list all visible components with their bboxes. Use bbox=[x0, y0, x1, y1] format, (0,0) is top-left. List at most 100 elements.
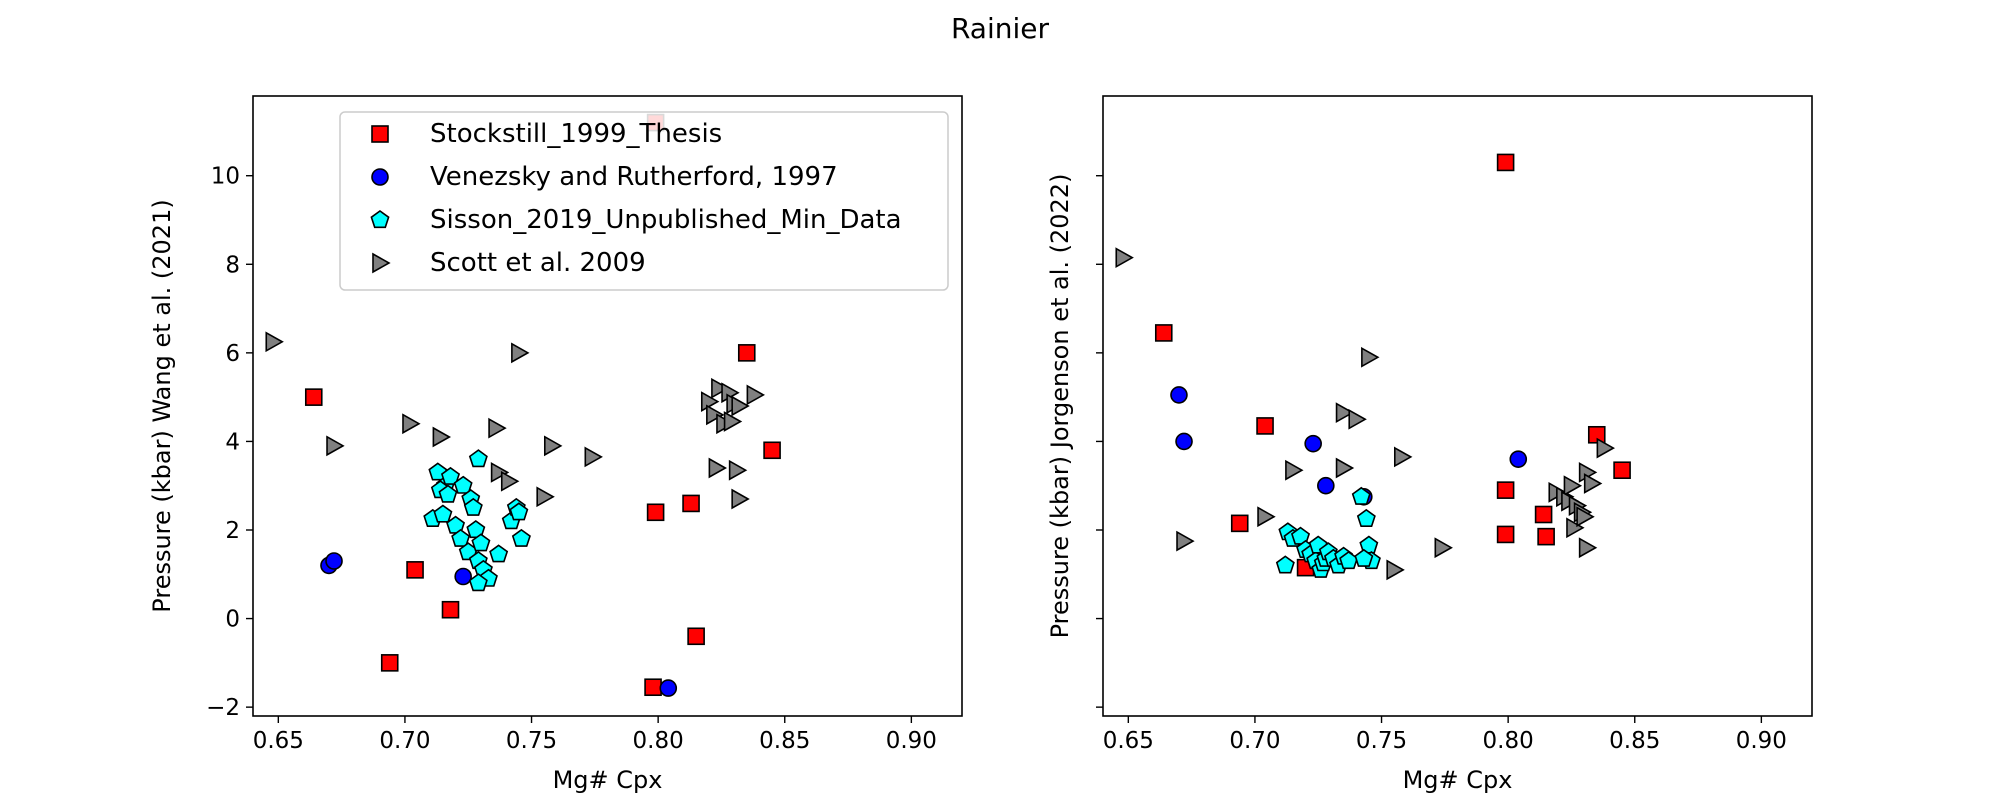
legend-marker bbox=[371, 125, 389, 143]
panel1-y-tick-label: 2 bbox=[225, 518, 240, 544]
panel2-data-point bbox=[1434, 537, 1453, 559]
panel1-axes-frame bbox=[252, 95, 963, 717]
panel2-x-tick-label: 0.80 bbox=[1483, 728, 1534, 754]
panel1-data-point bbox=[687, 627, 705, 646]
panel1-data-point bbox=[737, 344, 756, 362]
panel1-data-point bbox=[509, 502, 529, 521]
panel1-data-point bbox=[440, 466, 461, 485]
panel1-data-point bbox=[488, 417, 507, 439]
panel1-series-triangle-right bbox=[265, 331, 765, 510]
panel1-data-point bbox=[454, 567, 472, 586]
panel1-data-point bbox=[646, 503, 665, 522]
panel1-y-tick-label: 8 bbox=[225, 252, 240, 278]
panel1-data-point bbox=[543, 435, 563, 457]
panel2-data-point bbox=[1566, 517, 1585, 539]
panel1-series-pentagon bbox=[423, 449, 531, 592]
panel1-data-point bbox=[441, 600, 460, 619]
panel2-data-point bbox=[1256, 417, 1274, 435]
panel2-x-tick-label: 0.90 bbox=[1736, 728, 1787, 754]
panel1-y-tick-label: 4 bbox=[225, 429, 240, 455]
panel2-data-point bbox=[1386, 559, 1405, 581]
legend-box bbox=[339, 111, 949, 291]
panel1-data-point bbox=[731, 395, 750, 417]
panel2-x-axis-label: Mg# Cpx bbox=[1403, 766, 1513, 794]
legend-label: Venezsky and Rutherford, 1997 bbox=[430, 162, 838, 192]
panel2-data-point bbox=[1576, 506, 1595, 528]
panel1-data-point bbox=[463, 497, 483, 516]
panel2-data-point bbox=[1354, 548, 1374, 567]
panel2-data-point bbox=[1317, 476, 1335, 495]
panel1-data-point bbox=[402, 413, 421, 435]
panel1-data-point bbox=[489, 544, 509, 563]
panel1-series-square bbox=[304, 113, 781, 697]
panel2-data-point bbox=[1154, 324, 1173, 342]
panel2-data-point bbox=[1578, 537, 1598, 559]
panel2-data-point bbox=[1275, 555, 1295, 574]
panel1-y-tick-label: −2 bbox=[206, 695, 240, 721]
panel2-series-triangle-right bbox=[1115, 247, 1615, 581]
panel1-data-point bbox=[723, 411, 743, 432]
panel2-data-point bbox=[1496, 153, 1515, 172]
panel1-data-point bbox=[468, 449, 488, 468]
panel2-data-point bbox=[1393, 446, 1413, 468]
panel2-series-square bbox=[1154, 153, 1631, 577]
panel2-x-tick-label: 0.85 bbox=[1609, 728, 1660, 754]
panel1-data-point bbox=[706, 404, 725, 426]
panel2-data-point bbox=[1534, 505, 1553, 524]
panel1-x-tick-label: 0.80 bbox=[633, 728, 684, 754]
panel2-series-pentagon bbox=[1275, 486, 1381, 578]
panel1-data-point bbox=[265, 331, 284, 353]
panel1-data-point bbox=[682, 494, 700, 513]
legend-label: Scott et al. 2009 bbox=[430, 248, 646, 278]
panel2-data-point bbox=[1285, 459, 1304, 481]
panel1-data-point bbox=[746, 384, 765, 406]
panel2-data-point bbox=[1351, 486, 1371, 505]
panel1-data-point bbox=[711, 377, 730, 399]
panel2-data-point bbox=[1115, 247, 1134, 269]
panel1-data-point bbox=[659, 679, 678, 697]
panel1-data-point bbox=[433, 504, 453, 523]
panel2-axes-frame bbox=[1102, 95, 1813, 717]
panel2-data-point bbox=[1563, 475, 1583, 497]
panel1-y-tick-label: 6 bbox=[225, 341, 240, 367]
panel1-data-point bbox=[708, 457, 728, 479]
panel1-x-tick-label: 0.85 bbox=[759, 728, 810, 754]
panel2-data-point bbox=[1335, 402, 1355, 424]
panel2-data-point bbox=[1356, 508, 1376, 528]
panel1-y-axis-label: Pressure (kbar) Wang et al. (2021) bbox=[148, 199, 176, 612]
panel1-series-circle bbox=[320, 552, 678, 697]
legend-marker bbox=[371, 168, 389, 186]
legend-label: Stockstill_1999_Thesis bbox=[430, 119, 722, 149]
legend: Stockstill_1999_Thesis Venezsky and Ruthe… bbox=[339, 111, 949, 291]
panel1-data-point bbox=[453, 475, 473, 494]
panel2-data-point bbox=[1496, 481, 1515, 499]
panel1-y-tick-label: 0 bbox=[225, 607, 240, 633]
panel2-data-point bbox=[1613, 461, 1631, 480]
panel2-x-tick-label: 0.70 bbox=[1229, 728, 1280, 754]
panel1-data-point bbox=[500, 470, 520, 492]
panel1-data-point bbox=[326, 435, 345, 457]
panel2-data-point bbox=[1170, 386, 1188, 404]
panel1-data-point bbox=[584, 446, 603, 468]
legend-label: Sisson_2019_Unpublished_Min_Data bbox=[430, 205, 902, 235]
panel1-x-tick-label: 0.75 bbox=[506, 728, 557, 754]
panel1-data-point bbox=[700, 391, 720, 412]
panel1-data-point bbox=[644, 678, 662, 697]
panel1-data-point bbox=[451, 528, 471, 547]
panel1-x-tick-label: 0.90 bbox=[886, 728, 937, 754]
figure-title: Rainier bbox=[950, 12, 1050, 45]
panel2-data-point bbox=[1596, 437, 1615, 459]
panel1-data-point bbox=[511, 528, 531, 547]
panel2-x-tick-label: 0.75 bbox=[1356, 728, 1407, 754]
panel2-data-point bbox=[1304, 434, 1322, 453]
panel2-data-point bbox=[1176, 530, 1195, 552]
panel1-data-point bbox=[511, 342, 530, 364]
panel1-data-point bbox=[406, 561, 424, 579]
panel1-data-point bbox=[468, 573, 488, 592]
panel2-data-point bbox=[1583, 473, 1603, 494]
panel2-x-tick-label: 0.65 bbox=[1103, 728, 1154, 754]
panel2-data-point bbox=[1537, 527, 1555, 546]
panel2-data-point bbox=[1335, 457, 1355, 479]
panel2-data-point bbox=[1348, 408, 1367, 430]
panel2-data-point bbox=[1361, 346, 1380, 368]
